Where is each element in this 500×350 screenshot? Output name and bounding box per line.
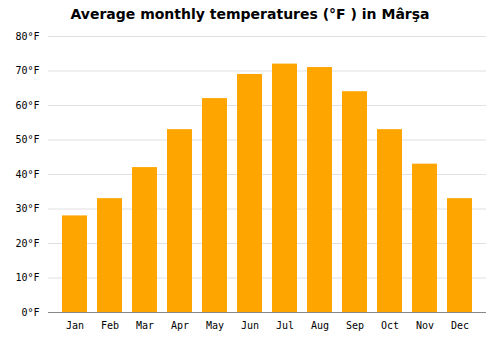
svg-text:Jan: Jan: [66, 320, 84, 331]
html-text:Average monthly temperatures (: Average monthly temperatures (°F ) in Mâ…: [70, 6, 430, 22]
svg-text:Dec: Dec: [451, 320, 469, 331]
svg-text:Oct: Oct: [381, 320, 399, 331]
svg-text:10°F: 10°F: [15, 272, 39, 283]
svg-text:40°F: 40°F: [15, 169, 39, 180]
svg-text:Apr: Apr: [171, 320, 189, 331]
svg-text:Jun: Jun: [241, 320, 259, 331]
svg-text:May: May: [206, 320, 224, 331]
svg-text:30°F: 30°F: [15, 203, 39, 214]
svg-text:Nov: Nov: [416, 320, 434, 331]
svg-text:20°F: 20°F: [15, 238, 39, 249]
svg-text:70°F: 70°F: [15, 65, 39, 76]
svg-text:50°F: 50°F: [15, 134, 39, 145]
svg-text:Feb: Feb: [101, 320, 119, 331]
svg-text:Sep: Sep: [346, 320, 364, 331]
svg-text:60°F: 60°F: [15, 100, 39, 111]
svg-text:Aug: Aug: [311, 320, 329, 331]
svg-text:80°F: 80°F: [15, 31, 39, 42]
svg-text:Jul: Jul: [276, 320, 294, 331]
svg-text:Mar: Mar: [136, 320, 154, 331]
svg-text:0°F: 0°F: [21, 307, 39, 318]
